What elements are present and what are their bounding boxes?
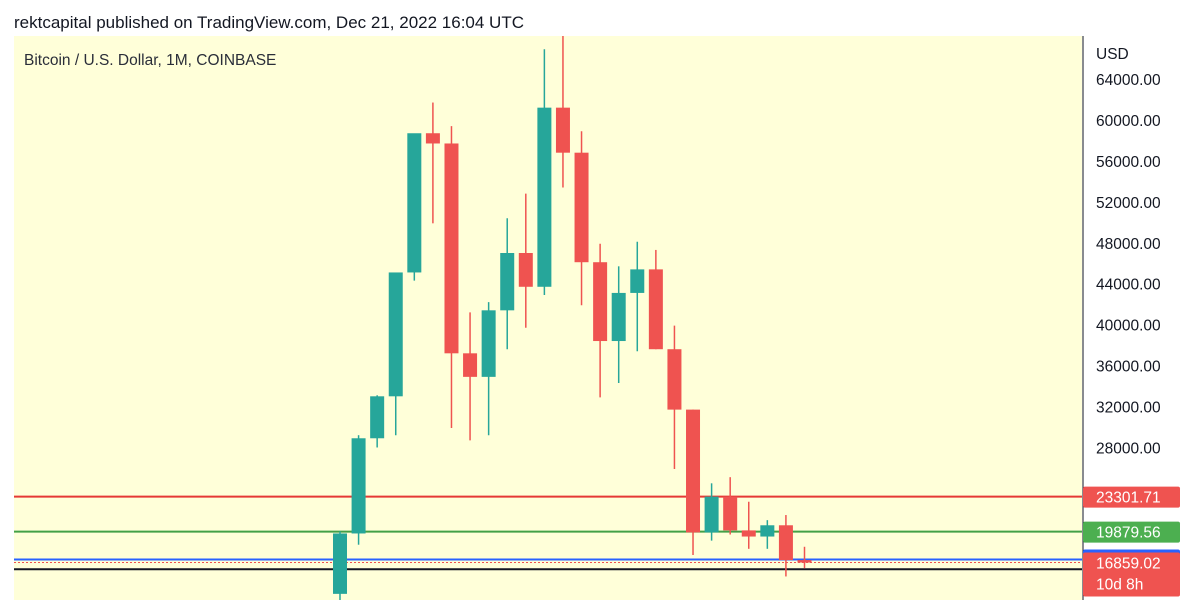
- candle-body: [593, 262, 608, 342]
- price-tick-label: 60000.00: [1096, 113, 1161, 130]
- candle[interactable]: [704, 483, 719, 541]
- price-tick-label: 32000.00: [1096, 400, 1161, 417]
- candle[interactable]: [463, 312, 478, 441]
- candle[interactable]: [407, 133, 422, 281]
- candle[interactable]: [388, 272, 403, 436]
- candle[interactable]: [778, 515, 793, 577]
- candle-body: [574, 152, 589, 263]
- price-badge-label: 19879.56: [1096, 525, 1161, 542]
- price-tick-label: 44000.00: [1096, 277, 1161, 294]
- price-badge: [1083, 521, 1180, 543]
- candle[interactable]: [593, 243, 608, 398]
- candle-body: [388, 272, 403, 397]
- candle-body: [425, 133, 440, 144]
- price-tick-label: 56000.00: [1096, 154, 1161, 171]
- candle-body: [686, 409, 701, 533]
- candlestick-chart[interactable]: 64000.00 60000.00 56000.00 52000.00 48000.00…: [14, 36, 1188, 600]
- candle-body: [778, 525, 793, 561]
- candle-body: [611, 292, 626, 342]
- chart-frame[interactable]: 64000.00 60000.00 56000.00 52000.00 48000.00…: [14, 36, 1188, 600]
- price-tick-label: 48000.00: [1096, 236, 1161, 253]
- last-price-badge: [1083, 552, 1180, 597]
- price-tick-label: 40000.00: [1096, 318, 1161, 335]
- candle-body: [797, 560, 812, 563]
- candle-body: [648, 269, 663, 350]
- candle[interactable]: [611, 266, 626, 383]
- symbol-title: Bitcoin / U.S. Dollar, 1M, COINBASE: [24, 52, 276, 69]
- price-badge: [1083, 486, 1180, 508]
- candle-body: [500, 253, 515, 311]
- price-tick-label: 52000.00: [1096, 195, 1161, 212]
- candle[interactable]: [500, 218, 515, 350]
- candle[interactable]: [741, 501, 756, 549]
- published-caption: rektcapital published on TradingView.com…: [14, 13, 524, 32]
- candle-countdown-label: 10d 8h: [1096, 577, 1143, 594]
- currency-label: USD: [1096, 46, 1129, 63]
- candle[interactable]: [648, 249, 663, 350]
- candle-body: [760, 525, 775, 537]
- candle[interactable]: [630, 241, 645, 352]
- candle[interactable]: [555, 36, 570, 188]
- candle-body: [370, 396, 385, 439]
- candle-body: [667, 349, 682, 410]
- candle[interactable]: [686, 409, 701, 555]
- price-badge-label: 23301.71: [1096, 490, 1161, 507]
- candle-body: [537, 107, 552, 287]
- candle[interactable]: [797, 546, 812, 569]
- candle-body: [630, 269, 645, 293]
- price-tick-label: 64000.00: [1096, 72, 1161, 89]
- candle-body: [333, 533, 347, 594]
- candle[interactable]: [444, 126, 459, 429]
- candle[interactable]: [333, 531, 347, 600]
- candle[interactable]: [537, 49, 552, 295]
- candle[interactable]: [370, 395, 385, 448]
- price-tick-label: 36000.00: [1096, 359, 1161, 376]
- candle-body: [704, 496, 719, 533]
- price-tick-label: 28000.00: [1096, 441, 1161, 458]
- candle-body: [463, 353, 478, 377]
- candle[interactable]: [760, 520, 775, 549]
- candle[interactable]: [351, 435, 366, 545]
- candle-body: [481, 310, 496, 377]
- candle-body: [723, 496, 738, 531]
- candle[interactable]: [574, 131, 589, 306]
- candle[interactable]: [481, 302, 496, 436]
- candle[interactable]: [667, 325, 682, 469]
- candle-body: [518, 253, 533, 287]
- candle[interactable]: [723, 477, 738, 535]
- candle-body: [444, 143, 459, 354]
- last-price-label: 16859.02: [1096, 556, 1161, 573]
- candle-body: [555, 107, 570, 153]
- candle[interactable]: [425, 102, 440, 224]
- candle-body: [741, 530, 756, 537]
- candle-body: [351, 438, 366, 534]
- candle[interactable]: [518, 193, 533, 328]
- candle-body: [407, 133, 422, 273]
